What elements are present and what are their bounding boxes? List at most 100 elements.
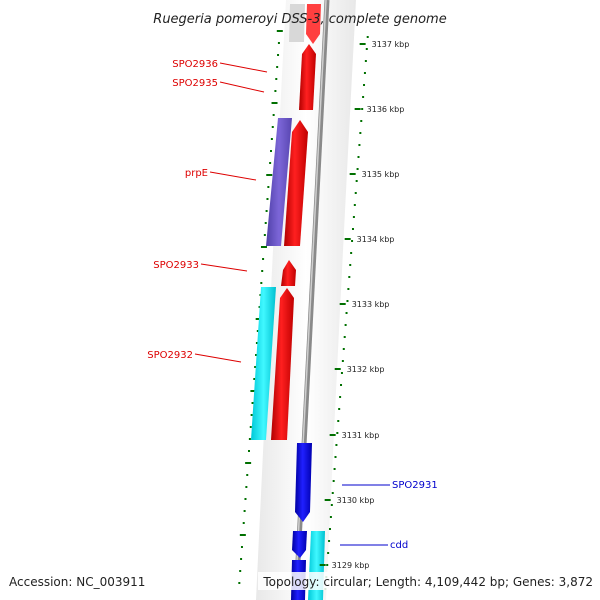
gene-label: SPO2933 <box>153 260 199 271</box>
tick-dot <box>276 30 283 32</box>
tick-dot <box>239 570 242 572</box>
tick-dot <box>263 234 266 236</box>
tick-dot <box>266 174 273 176</box>
map-title: Ruegeria pomeroyi DSS-3, complete genome <box>153 12 446 27</box>
scale-tick-label: 3129 kbp <box>332 561 370 570</box>
gray-cds-feature <box>289 4 305 42</box>
tick-dot <box>277 54 280 56</box>
tick-dot <box>351 240 354 242</box>
footer-accession-bg <box>6 572 154 590</box>
tick-dot <box>255 342 258 344</box>
tick-dot <box>248 450 250 452</box>
tick-dot <box>259 294 262 296</box>
tick-dot <box>336 432 339 434</box>
tick-dot <box>330 504 333 506</box>
tick-dot <box>253 378 256 380</box>
tick-dot <box>255 318 262 320</box>
tick-dot <box>277 42 280 44</box>
scale-tick-mark <box>329 434 336 436</box>
tick-dot <box>363 72 366 74</box>
tick-dot <box>272 114 275 116</box>
topology-text: Topology: circular; Length: 4,109,442 bp… <box>262 575 593 589</box>
tick-dot <box>337 420 340 422</box>
tick-dot <box>242 522 245 524</box>
tick-dot <box>326 564 329 566</box>
tick-dot <box>349 264 352 266</box>
tick-dot <box>340 384 343 386</box>
scale-tick-label: 3135 kbp <box>362 170 400 179</box>
tick-dot <box>354 192 357 194</box>
tick-dot <box>244 498 247 500</box>
tick-dot <box>343 336 346 338</box>
tick-dot <box>240 558 243 560</box>
gene-spo2931 <box>295 443 312 522</box>
tick-dot <box>276 66 279 68</box>
tick-dot <box>260 246 267 248</box>
gene-label: SPO2931 <box>392 480 438 491</box>
tick-dot <box>361 108 364 110</box>
tick-dot <box>356 168 359 170</box>
gene-label: SPO2935 <box>172 78 218 89</box>
leader-line <box>200 263 248 272</box>
tick-dot <box>359 132 362 134</box>
tick-dot <box>246 474 249 476</box>
tick-dot <box>328 528 331 530</box>
tick-dot <box>271 102 278 104</box>
gene-label: SPO2936 <box>172 59 218 70</box>
tick-dot <box>254 366 257 368</box>
tick-dot <box>345 312 348 314</box>
tick-dot <box>256 330 259 332</box>
tick-dot <box>363 84 366 86</box>
cds-purple <box>266 118 292 246</box>
tick-dot <box>364 60 367 62</box>
tick-dot <box>347 288 350 290</box>
tick-dot <box>342 348 345 350</box>
top-red-feature <box>306 4 321 44</box>
tick-dot <box>331 492 334 494</box>
tick-dot <box>249 426 252 428</box>
scale-tick-mark <box>334 368 341 370</box>
scale-tick-label: 3132 kbp <box>347 365 385 374</box>
tick-dot <box>350 252 353 254</box>
gene-spo2933 <box>281 260 296 286</box>
tick-dot <box>344 324 347 326</box>
tick-dot <box>339 396 342 398</box>
gene-label: prpE <box>185 168 208 179</box>
tick-dot <box>348 276 351 278</box>
scale-tick-label: 3130 kbp <box>337 496 375 505</box>
accession-text: Accession: NC_003911 <box>9 575 145 589</box>
tick-dot <box>274 90 277 92</box>
gene-spo2932 <box>271 288 294 440</box>
tick-dot <box>243 510 246 512</box>
leader-line <box>219 81 265 93</box>
tick-dot <box>360 120 363 122</box>
tick-dot <box>355 180 358 182</box>
tick-dot <box>238 582 241 584</box>
tick-dot <box>258 306 261 308</box>
scale-tick-label: 3131 kbp <box>342 431 380 440</box>
scale-tick-label: 3133 kbp <box>352 300 390 309</box>
scale-tick-label: 3137 kbp <box>372 40 410 49</box>
tick-dot <box>358 144 361 146</box>
gene-labels: SPO2936 SPO2935 prpE SPO2933 SPO2932 SPO2931 c… <box>147 59 437 551</box>
gene-label: SPO2932 <box>147 350 193 361</box>
tick-dot <box>366 36 369 38</box>
tick-dot <box>275 78 278 80</box>
tick-dot <box>251 402 254 404</box>
tick-dot <box>333 468 336 470</box>
scale-tick-mark <box>359 43 366 45</box>
tick-track <box>238 30 369 590</box>
tick-dot <box>266 198 269 200</box>
tick-dot <box>346 300 349 302</box>
tick-dot <box>335 444 338 446</box>
tick-dot <box>352 216 355 218</box>
cds-cyan-left <box>251 287 276 440</box>
gene-label: cdd <box>390 540 408 551</box>
gene-spo2936 <box>299 44 316 110</box>
tick-dot <box>351 228 354 230</box>
tick-dot <box>250 414 253 416</box>
tick-dot <box>260 282 263 284</box>
scale-ticks: 3137 kbp 3136 kbp 3135 kbp 3134 kbp 3133 kbp… <box>319 40 410 570</box>
leader-line <box>209 171 257 181</box>
